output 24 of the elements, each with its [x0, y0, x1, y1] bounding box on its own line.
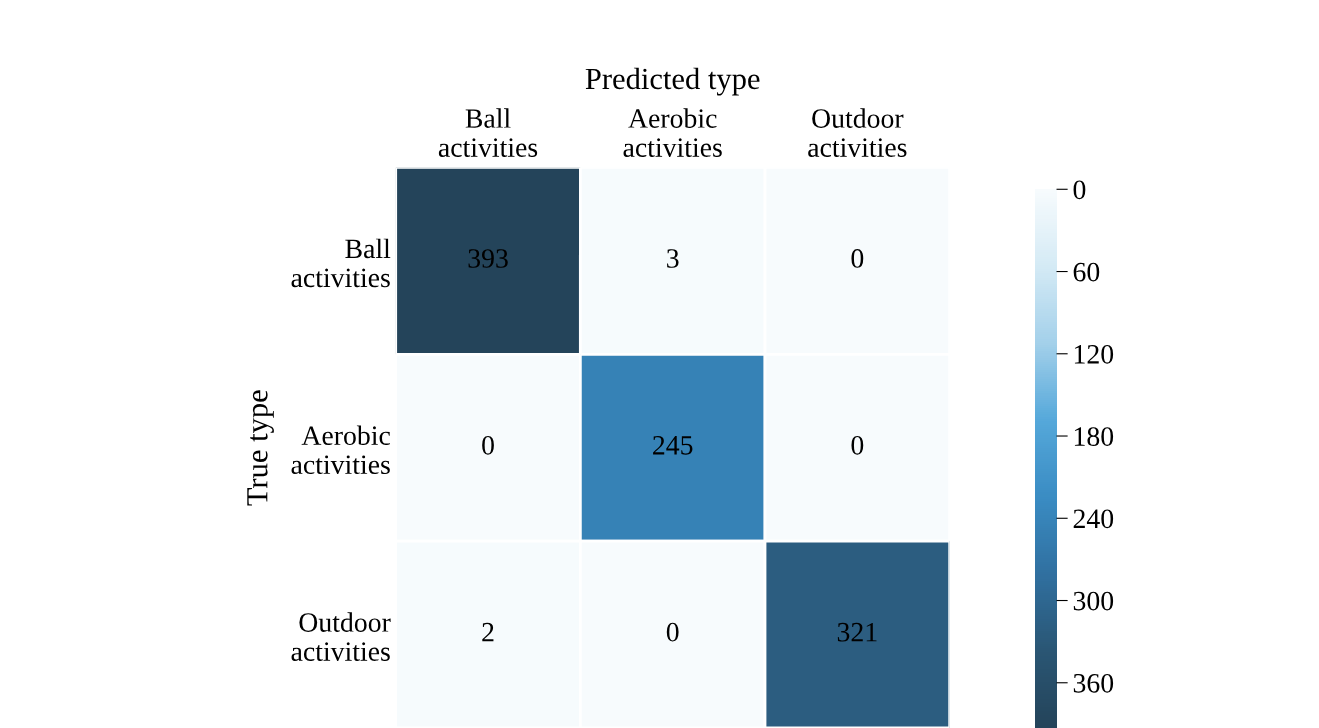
data-label: 321 [837, 622, 877, 642]
color-bar-label: 240 [1073, 509, 1114, 529]
y-axis-title: True type [247, 390, 274, 506]
x-tick-label: Aerobic activities [623, 108, 722, 157]
x-tick-label: Outdoor activities [808, 108, 907, 157]
color-bar-label: 60 [1073, 262, 1100, 282]
data-label: 0 [666, 622, 679, 642]
data-label: 245 [653, 436, 693, 455]
y-tick-label: Aerobic activities [291, 425, 390, 475]
data-label: 0 [482, 435, 494, 455]
data-label: 0 [851, 435, 864, 455]
data-label: 3 [667, 249, 679, 268]
color-bar-label: 300 [1073, 591, 1114, 611]
data-label: 2 [482, 622, 494, 642]
color-bar-label: 0 [1073, 180, 1086, 200]
data-label: 0 [851, 249, 864, 268]
color-bar-label: 360 [1073, 673, 1114, 693]
x-tick-label: Ball activities [438, 108, 538, 157]
y-tick-label: Ball activities [291, 238, 391, 288]
color-bar-label: 180 [1074, 427, 1114, 446]
x-axis-title: Predicted type [585, 67, 760, 96]
y-tick-label: Outdoor activities [291, 612, 391, 661]
color-bar-label: 120 [1074, 344, 1114, 364]
data-label: 393 [468, 249, 508, 268]
